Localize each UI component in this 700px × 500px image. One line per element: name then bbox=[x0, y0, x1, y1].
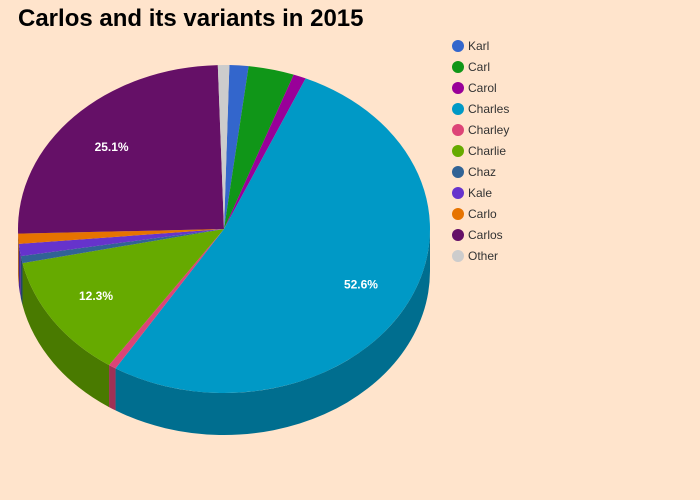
legend-label: Other bbox=[468, 248, 499, 263]
slice-label-charles: 52.6% bbox=[344, 277, 378, 291]
pie-slice-karl[interactable] bbox=[224, 65, 249, 229]
legend-label: Karl bbox=[468, 38, 490, 53]
pie-slice-carl[interactable] bbox=[224, 66, 294, 229]
slice-label-charlie: 12.3% bbox=[79, 289, 113, 303]
legend-label: Charlie bbox=[468, 143, 507, 158]
legend-label: Carol bbox=[468, 80, 497, 95]
pie-slice-chaz[interactable] bbox=[20, 229, 224, 264]
legend-swatch bbox=[452, 144, 464, 157]
legend-swatch bbox=[452, 39, 464, 52]
legend-label: Kale bbox=[468, 185, 493, 200]
legend-swatch bbox=[452, 228, 464, 241]
legend-swatch bbox=[452, 186, 464, 199]
pie-side-charles bbox=[115, 229, 430, 435]
pie-side-chaz bbox=[20, 256, 23, 306]
legend-label: Carlos bbox=[468, 227, 503, 242]
legend-label: Carl bbox=[468, 59, 491, 74]
legend-swatch bbox=[452, 249, 464, 262]
legend-item-charley[interactable]: Charley bbox=[452, 119, 509, 140]
legend-item-other[interactable]: Other bbox=[452, 245, 509, 266]
pie-slice-charles[interactable] bbox=[115, 78, 431, 394]
legend-item-karl[interactable]: Karl bbox=[452, 35, 509, 56]
pie-slice-other[interactable] bbox=[217, 64, 230, 229]
pie-side-kale bbox=[18, 243, 21, 299]
pie-slice-carol[interactable] bbox=[224, 74, 306, 229]
chart-title: Carlos and its variants in 2015 bbox=[18, 5, 364, 32]
pie-slice-carlos[interactable] bbox=[18, 65, 224, 234]
legend-swatch bbox=[452, 165, 464, 178]
legend-item-carlo[interactable]: Carlo bbox=[452, 203, 509, 224]
pie-slice-carlo[interactable] bbox=[18, 229, 224, 244]
legend-item-charles[interactable]: Charles bbox=[452, 98, 509, 119]
legend-item-kale[interactable]: Kale bbox=[452, 182, 509, 203]
pie-slice-kale[interactable] bbox=[18, 229, 224, 257]
legend: Karl Carl Carol Charles Charley Charlie Chaz Ka… bbox=[452, 35, 509, 266]
pie-side-carlo bbox=[18, 233, 19, 286]
legend-label: Charley bbox=[468, 122, 510, 137]
legend-item-carol[interactable]: Carol bbox=[452, 77, 509, 98]
legend-swatch bbox=[452, 123, 464, 136]
legend-label: Chaz bbox=[468, 164, 497, 179]
legend-swatch bbox=[452, 81, 464, 94]
legend-label: Carlo bbox=[468, 206, 497, 221]
legend-item-carlos[interactable]: Carlos bbox=[452, 224, 509, 245]
pie-side-charley bbox=[109, 365, 116, 411]
legend-swatch bbox=[452, 60, 464, 73]
legend-item-chaz[interactable]: Chaz bbox=[452, 161, 509, 182]
legend-swatch bbox=[452, 102, 464, 115]
pie-slice-charley[interactable] bbox=[109, 229, 224, 369]
pie-side-charlie bbox=[22, 263, 110, 408]
slice-label-carlos: 25.1% bbox=[95, 140, 129, 154]
legend-item-carl[interactable]: Carl bbox=[452, 56, 509, 77]
legend-label: Charles bbox=[468, 101, 510, 116]
pie-slice-charlie[interactable] bbox=[22, 229, 225, 366]
legend-item-charlie[interactable]: Charlie bbox=[452, 140, 509, 161]
legend-swatch bbox=[452, 207, 464, 220]
